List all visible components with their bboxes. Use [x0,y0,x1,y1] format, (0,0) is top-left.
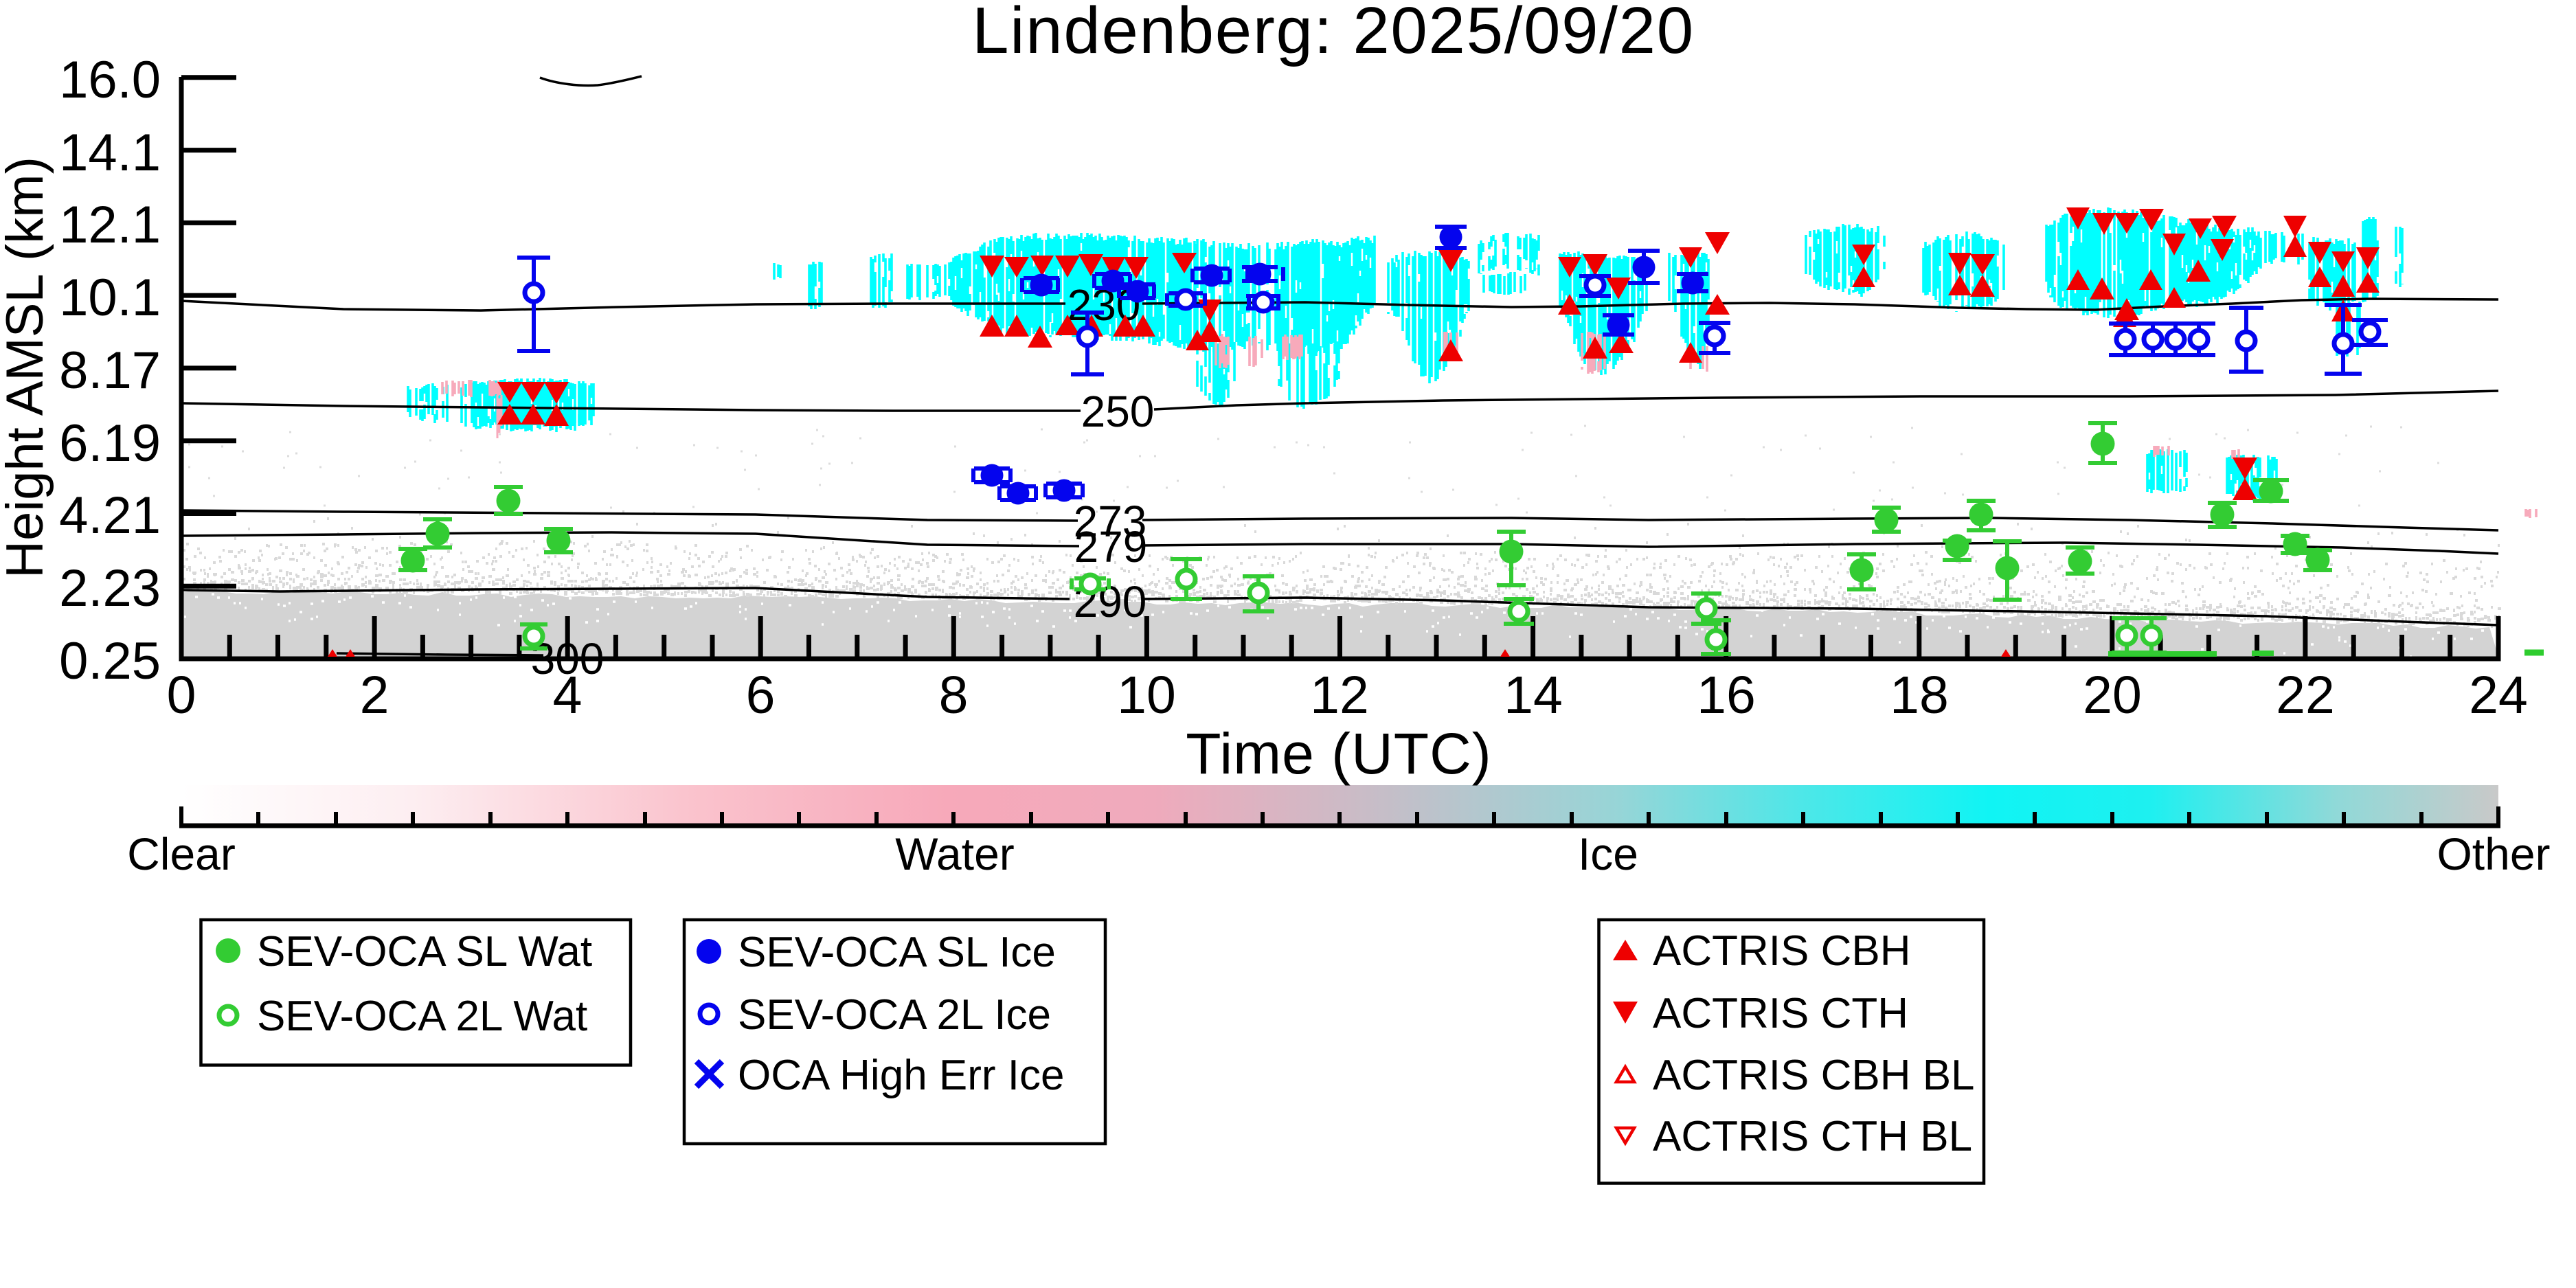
svg-text:8.17: 8.17 [59,341,161,400]
svg-text:SEV-OCA SL Ice: SEV-OCA SL Ice [738,929,1056,976]
svg-text:ACTRIS CBH BL: ACTRIS CBH BL [1653,1052,1975,1099]
svg-text:10: 10 [1117,666,1176,725]
svg-text:273: 273 [1074,497,1147,546]
svg-text:14.1: 14.1 [59,124,161,182]
svg-text:ACTRIS CTH: ACTRIS CTH [1653,990,1908,1037]
svg-text:250: 250 [1081,387,1155,436]
svg-text:ACTRIS CBH: ACTRIS CBH [1653,927,1910,975]
svg-text:24: 24 [2469,666,2528,725]
svg-text:10.1: 10.1 [59,269,161,327]
svg-text:0.25: 0.25 [59,632,161,690]
svg-text:4.21: 4.21 [59,486,161,545]
svg-text:Lindenberg: 2025/09/20: Lindenberg: 2025/09/20 [972,0,1695,67]
svg-text:22: 22 [2276,666,2335,725]
svg-text:2.23: 2.23 [59,559,161,618]
svg-text:2: 2 [360,666,389,725]
svg-text:SEV-OCA 2L Wat: SEV-OCA 2L Wat [257,993,587,1040]
svg-text:0: 0 [167,666,196,725]
svg-text:12: 12 [1310,666,1369,725]
svg-text:6: 6 [746,666,776,725]
svg-text:279: 279 [1074,522,1148,572]
svg-text:8: 8 [939,666,969,725]
svg-text:12.1: 12.1 [59,196,161,254]
svg-text:18: 18 [1890,666,1949,725]
svg-text:4: 4 [553,666,583,725]
svg-text:Water: Water [895,828,1015,879]
svg-text:SEV-OCA SL Wat: SEV-OCA SL Wat [257,928,592,975]
svg-text:OCA High Err Ice: OCA High Err Ice [738,1052,1064,1099]
svg-text:Time (UTC): Time (UTC) [1186,721,1491,786]
svg-text:ACTRIS CTH BL: ACTRIS CTH BL [1653,1113,1972,1160]
svg-text:Other: Other [2437,828,2550,879]
svg-text:SEV-OCA 2L Ice: SEV-OCA 2L Ice [738,991,1051,1039]
svg-text:6.19: 6.19 [59,414,161,473]
svg-text:Clear: Clear [127,828,236,879]
svg-text:20: 20 [2083,666,2142,725]
svg-text:Ice: Ice [1578,828,1638,879]
svg-text:14: 14 [1504,666,1563,725]
svg-text:16.0: 16.0 [59,51,161,109]
svg-text:16: 16 [1697,666,1756,725]
svg-text:Height AMSL (km): Height AMSL (km) [0,157,54,578]
